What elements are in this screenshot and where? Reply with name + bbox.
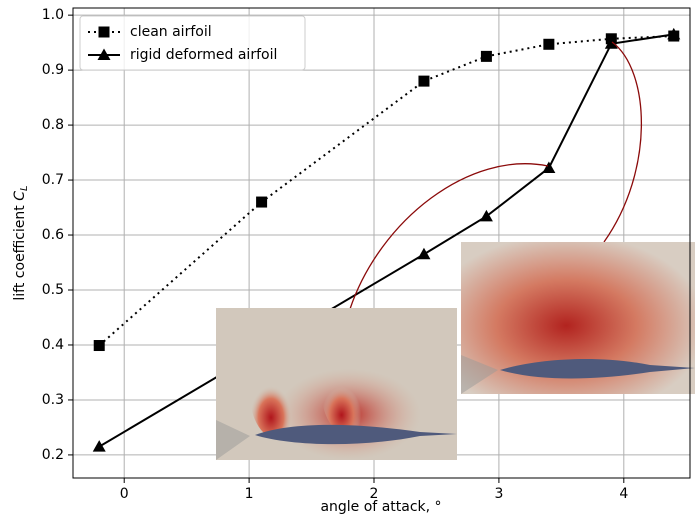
marker bbox=[543, 39, 554, 50]
marker bbox=[417, 248, 430, 260]
inset-low-angle bbox=[216, 308, 457, 460]
marker bbox=[94, 340, 105, 351]
y-label-symbol: C bbox=[12, 191, 28, 201]
chart: clean airfoil rigid deformed airfoil angl… bbox=[0, 0, 695, 518]
marker bbox=[481, 51, 492, 62]
x-tick-label: 3 bbox=[494, 486, 503, 502]
y-tick-label: 0.3 bbox=[42, 392, 64, 408]
y-tick-label: 0.9 bbox=[42, 62, 64, 78]
x-tick-label: 2 bbox=[370, 486, 379, 502]
y-label-text: lift coefficient bbox=[12, 205, 28, 301]
x-tick-label: 0 bbox=[120, 486, 129, 502]
legend: clean airfoil rigid deformed airfoil bbox=[80, 16, 305, 70]
marker bbox=[99, 27, 110, 38]
marker bbox=[418, 76, 429, 87]
y-tick-label: 0.7 bbox=[42, 172, 64, 188]
inset-high-angle bbox=[461, 242, 695, 394]
marker bbox=[256, 197, 267, 208]
x-tick-label: 1 bbox=[245, 486, 254, 502]
x-tick-label: 4 bbox=[619, 486, 628, 502]
marker bbox=[542, 161, 555, 173]
y-tick-label: 0.2 bbox=[42, 447, 64, 463]
y-axis-label: lift coefficient CL bbox=[12, 185, 30, 300]
y-tick-label: 0.6 bbox=[42, 227, 64, 243]
marker bbox=[93, 440, 106, 452]
y-tick-label: 0.5 bbox=[42, 282, 64, 298]
y-label-subscript: L bbox=[19, 185, 30, 191]
y-tick-label: 0.8 bbox=[42, 117, 64, 133]
y-tick-label: 0.4 bbox=[42, 337, 64, 353]
legend-label: rigid deformed airfoil bbox=[130, 47, 277, 63]
y-tick-label: 1.0 bbox=[42, 7, 64, 23]
legend-label: clean airfoil bbox=[130, 24, 212, 40]
x-axis-label: angle of attack, ° bbox=[320, 499, 441, 515]
